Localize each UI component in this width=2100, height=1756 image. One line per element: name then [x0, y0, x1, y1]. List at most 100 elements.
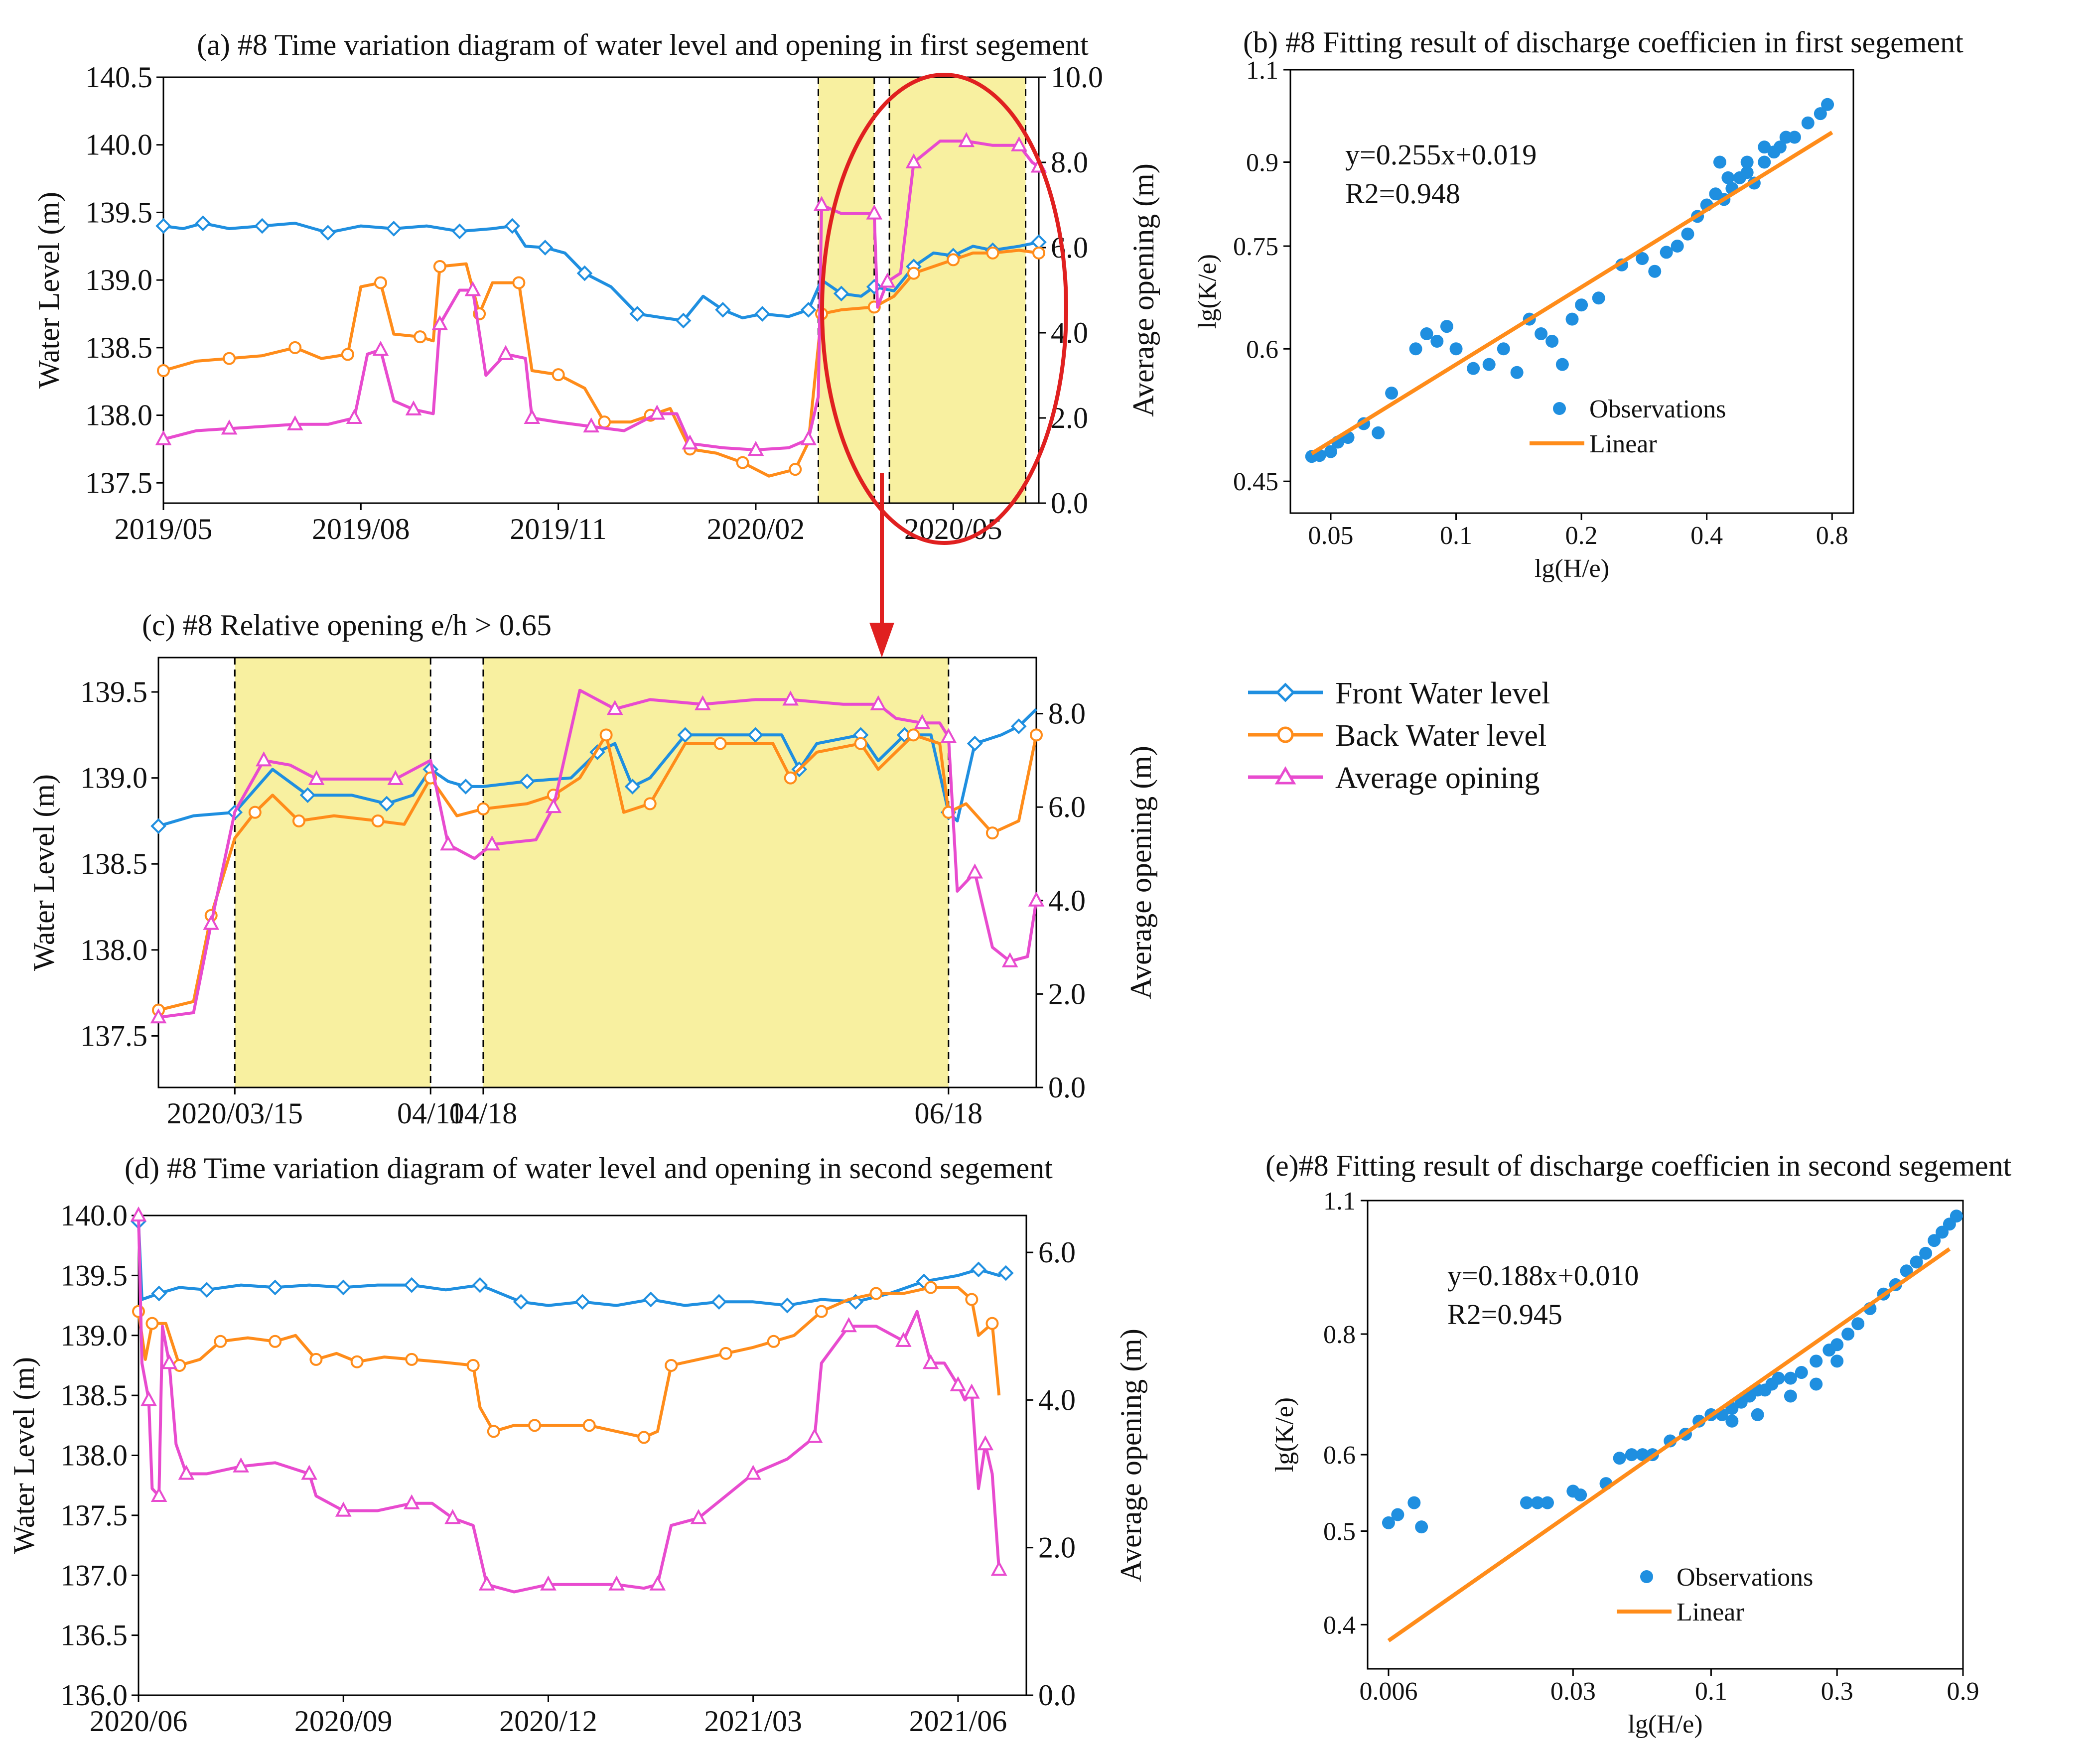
observation-point — [1910, 1255, 1923, 1269]
x-tick-label: 04/11 — [397, 1097, 464, 1130]
data-point-opening — [866, 204, 883, 220]
data-point-front — [320, 225, 336, 241]
data-point-front — [537, 240, 554, 256]
series-line-back — [137, 1286, 1001, 1439]
data-point-back — [986, 246, 999, 260]
data-point-back — [476, 802, 490, 815]
data-point-opening — [747, 440, 764, 456]
data-point-opening — [286, 415, 303, 430]
data-point-front — [971, 1261, 986, 1278]
observation-point — [1535, 327, 1548, 340]
data-point-opening — [840, 1317, 857, 1333]
y2-tick-label: 6.0 — [1051, 231, 1088, 264]
y-axis-label: Water Level (m) — [7, 1357, 40, 1554]
panel-c-chart: 137.5 138.0 138.5 139.0 139.5 0.0 2.0 4.0 6.0 8.0… — [27, 657, 1157, 1130]
data-point-back — [713, 737, 727, 750]
x-tick-label: 2020/06 — [90, 1705, 188, 1738]
observation-point — [1779, 131, 1793, 144]
observation-point — [1382, 1516, 1395, 1529]
x-tick-label: 2020/03/15 — [167, 1097, 303, 1130]
data-point-front — [779, 1297, 796, 1314]
data-point-back — [985, 826, 999, 840]
observation-point — [1919, 1246, 1933, 1260]
x-tick-label: 2021/06 — [909, 1705, 1007, 1738]
data-point-back — [767, 1335, 780, 1348]
y-tick-label: 138.0 — [85, 399, 152, 432]
observation-point — [1407, 1496, 1421, 1509]
observation-point — [1821, 98, 1834, 111]
x-axis-label: lg(H/e) — [1628, 1710, 1702, 1739]
data-point-front — [967, 735, 983, 752]
data-point-opening — [335, 1501, 352, 1517]
observation-point — [1713, 155, 1726, 169]
observation-point — [1565, 312, 1579, 326]
x-tick-label: 2019/08 — [312, 513, 410, 545]
data-point-opening — [690, 1509, 707, 1524]
y2-tick-label: 0.0 — [1048, 1071, 1086, 1104]
data-point-front — [254, 218, 270, 234]
legend-opening-label: Average opining — [1335, 761, 1540, 795]
y-tick-label: 138.5 — [85, 331, 152, 364]
observation-point — [1482, 358, 1496, 371]
y2-tick-label: 2.0 — [1038, 1531, 1076, 1564]
data-point-opening — [958, 132, 975, 147]
data-point-front — [711, 1294, 727, 1310]
fit-r2: R2=0.945 — [1447, 1298, 1562, 1331]
observation-point — [1636, 1448, 1649, 1462]
y-tick-label: 136.0 — [60, 1679, 128, 1712]
legend-linear-label: Linear — [1589, 430, 1657, 458]
x-tick-label: 2020/12 — [499, 1705, 597, 1738]
legend-opening-marker — [1274, 766, 1296, 785]
plot-frame — [1289, 69, 1854, 514]
y2-axis-label: Average opening (m) — [1127, 163, 1160, 417]
observation-point — [1531, 1496, 1544, 1509]
observation-point — [1725, 1414, 1739, 1428]
data-point-back — [1032, 246, 1045, 260]
data-point-front — [574, 1294, 590, 1310]
y-tick-label: 0.6 — [1323, 1441, 1356, 1470]
x-tick-label: 0.3 — [1821, 1677, 1853, 1706]
observation-point — [1574, 1488, 1587, 1502]
data-point-opening — [800, 430, 817, 445]
y-tick-label: 136.5 — [60, 1619, 128, 1652]
data-point-front — [998, 1265, 1014, 1281]
data-point-back — [815, 1305, 828, 1318]
shaded-region — [235, 658, 431, 1087]
data-point-front — [513, 1294, 529, 1310]
x-tick-label: 2020/09 — [294, 1705, 393, 1738]
data-point-opening — [870, 695, 887, 710]
data-point-front — [677, 727, 694, 743]
observation-point — [1625, 1448, 1638, 1462]
observation-point — [1372, 426, 1385, 439]
data-point-opening — [140, 1391, 157, 1406]
plot-frame — [1367, 1200, 1964, 1670]
data-point-opening — [440, 835, 456, 851]
panel-b-title: (b) #8 Fitting result of discharge coeff… — [1243, 26, 1963, 59]
observation-point — [1758, 155, 1771, 169]
data-point-front — [754, 306, 770, 322]
data-point-back — [947, 253, 960, 267]
data-point-back — [157, 364, 170, 377]
x-tick-label: 04/18 — [449, 1097, 518, 1130]
data-point-opening — [155, 430, 172, 445]
data-point-opening — [308, 770, 325, 785]
data-point-opening — [130, 1206, 147, 1221]
data-point-opening — [301, 1465, 318, 1480]
data-point-opening — [1028, 891, 1045, 907]
data-point-back — [907, 267, 920, 280]
data-point-opening — [977, 1435, 994, 1451]
data-point-opening — [905, 153, 922, 168]
data-point-back — [985, 1317, 999, 1330]
data-point-back — [487, 1425, 500, 1438]
y-tick-label: 137.5 — [60, 1499, 128, 1532]
data-point-front — [833, 285, 849, 302]
observation-point — [1772, 1371, 1785, 1385]
y2-tick-label: 2.0 — [1048, 977, 1086, 1010]
plot-frame — [157, 657, 1037, 1088]
observation-point — [1900, 1264, 1913, 1278]
y-tick-label: 140.0 — [60, 1199, 128, 1232]
observation-point — [1467, 362, 1480, 375]
observation-point — [1851, 1317, 1865, 1331]
data-point-opening — [583, 417, 600, 433]
